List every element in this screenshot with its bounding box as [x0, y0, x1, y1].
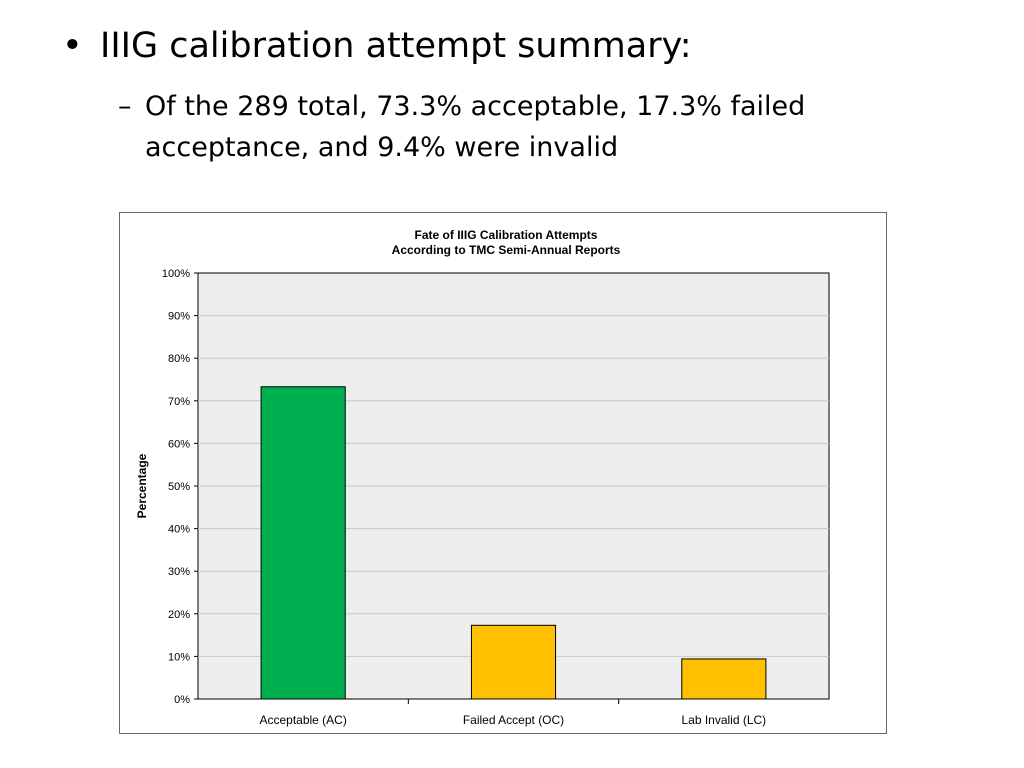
y-tick-label: 30%	[168, 566, 190, 578]
bars	[260, 386, 767, 700]
sub-bullet-symbol: –	[118, 91, 132, 122]
y-tick-label: 90%	[168, 311, 190, 323]
sub-bullet-item: – Of the 289 total, 73.3% acceptable, 17…	[118, 86, 838, 168]
chart-title: Fate of IIIG Calibration Attempts	[415, 228, 598, 242]
y-axis-ticks: 0% 10% 20% 30% 40% 50% 60% 70% 80% 90% 100%	[162, 268, 198, 706]
bullet-text: IIIG calibration attempt summary:	[100, 26, 692, 66]
bar	[260, 386, 346, 700]
bar	[681, 658, 767, 700]
bar-chart: Fate of IIIG Calibration Attempts Accord…	[135, 228, 830, 727]
sub-bullet-text: Of the 289 total, 73.3% acceptable, 17.3…	[145, 91, 806, 163]
y-tick-label: 20%	[168, 609, 190, 621]
x-category-label: Failed Accept (OC)	[463, 713, 564, 727]
chart-subtitle: According to TMC Semi-Annual Reports	[392, 243, 621, 257]
bullet-item: • IIIG calibration attempt summary:	[62, 24, 692, 68]
y-tick-label: 50%	[168, 481, 190, 493]
x-axis-labels: Acceptable (AC) Failed Accept (OC) Lab Inv…	[259, 699, 766, 727]
bullet-symbol: •	[62, 26, 83, 66]
x-category-label: Lab Invalid (LC)	[681, 713, 766, 727]
x-category-label: Acceptable (AC)	[259, 713, 346, 727]
y-tick-label: 70%	[168, 396, 190, 408]
y-tick-label: 40%	[168, 524, 190, 536]
y-tick-label: 10%	[168, 651, 190, 663]
y-tick-label: 0%	[174, 694, 190, 706]
y-axis-label: Percentage	[135, 453, 149, 518]
bar	[470, 624, 557, 700]
chart-frame: Fate of IIIG Calibration Attempts Accord…	[119, 212, 887, 734]
y-tick-label: 80%	[168, 353, 190, 365]
y-tick-label: 60%	[168, 438, 190, 450]
y-tick-label: 100%	[162, 268, 190, 280]
